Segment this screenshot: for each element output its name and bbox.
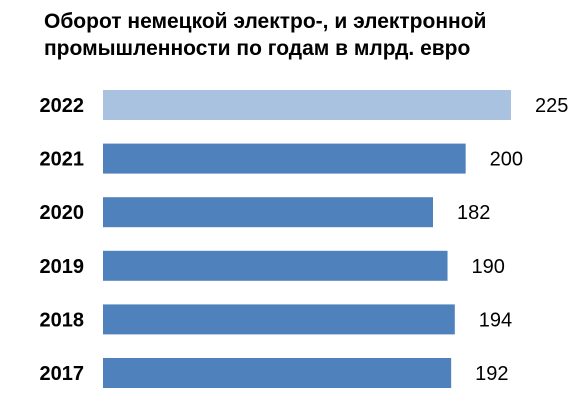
- chart-title-line-2: промышленности по годам в млрд. евро: [44, 37, 471, 60]
- value-label-2019: 190: [472, 256, 505, 278]
- category-label-2019: 2019: [40, 256, 85, 278]
- category-label-2021: 2021: [40, 149, 85, 171]
- value-label-2017: 192: [475, 363, 508, 385]
- chart-title-line-1: Оборот немецкой электро-, и электронной: [44, 10, 487, 33]
- bar-2019: [103, 250, 448, 281]
- bar-2021: [103, 143, 466, 174]
- bar-2020: [103, 197, 434, 228]
- bar-2022: [103, 90, 511, 120]
- bar-2018: [103, 304, 455, 335]
- category-label-2022: 2022: [40, 95, 85, 117]
- value-label-2022: 225: [535, 95, 568, 117]
- chart-title: Оборот немецкой электро-, и электронной …: [44, 8, 564, 62]
- value-label-2021: 200: [490, 149, 523, 171]
- category-label-2020: 2020: [40, 202, 85, 224]
- category-label-2018: 2018: [40, 309, 85, 331]
- value-label-2020: 182: [457, 202, 490, 224]
- bar-2017: [103, 358, 452, 388]
- value-label-2018: 194: [479, 309, 512, 331]
- category-label-2017: 2017: [40, 363, 85, 385]
